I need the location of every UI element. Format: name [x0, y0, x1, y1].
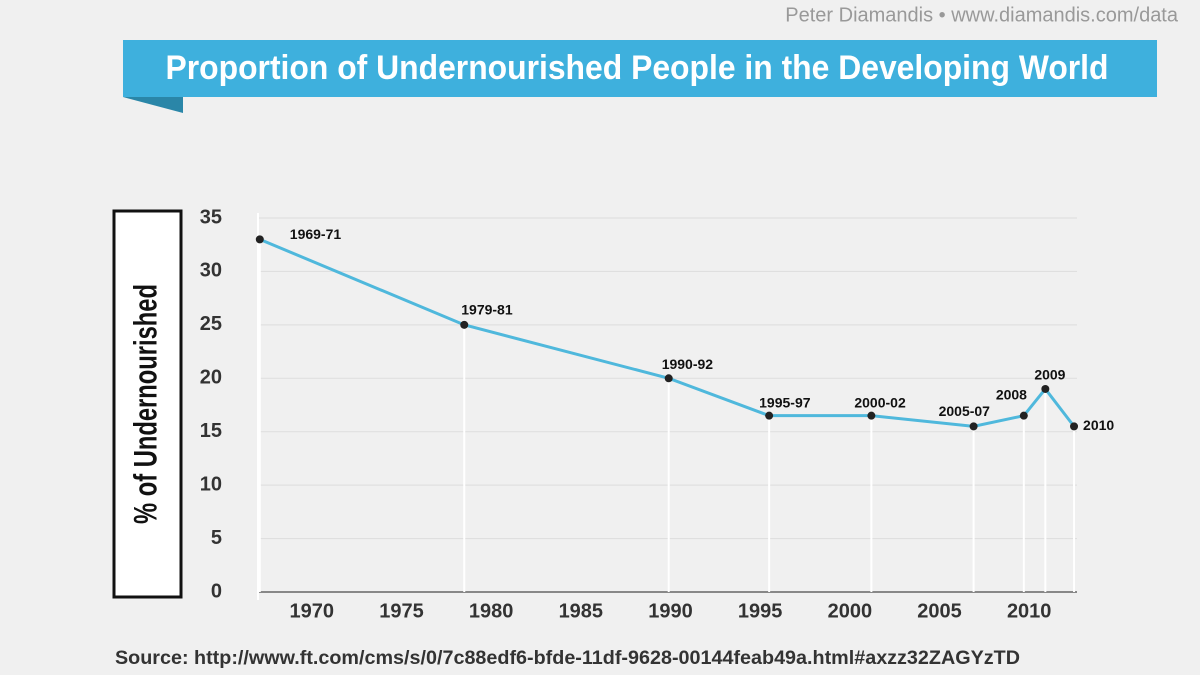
x-tick-label: 2005: [917, 600, 962, 622]
chart-title: Proportion of Undernourished People in t…: [166, 49, 1109, 87]
point-label: 2000-02: [854, 394, 906, 410]
x-tick-label: 2000: [828, 600, 873, 622]
title-banner: [123, 40, 1157, 97]
y-tick-label: 0: [211, 580, 222, 602]
point: [765, 411, 774, 420]
y-tick-label: 10: [200, 473, 222, 495]
x-tick-label: 1995: [738, 600, 783, 622]
x-tick-label: 1970: [290, 600, 335, 622]
point-label: 1990-92: [662, 356, 714, 372]
line: [259, 237, 1076, 428]
point: [1019, 411, 1028, 420]
y-tick-label: 30: [200, 260, 222, 282]
banner-fold: [123, 97, 183, 113]
x-tick-label: 1990: [648, 600, 693, 622]
x-tick-label: 1985: [559, 600, 604, 622]
point-label: 1979-81: [461, 302, 513, 318]
point-label: 1995-97: [759, 394, 811, 410]
point: [1041, 384, 1050, 393]
header: Peter Diamandis • www.diamandis.com/data: [785, 4, 1179, 26]
y-tick-label: 35: [200, 206, 222, 228]
point: [664, 374, 673, 383]
y-tick-label: 5: [211, 527, 222, 549]
source: Source: http://www.ft.com/cms/s/0/7c88ed…: [115, 648, 1020, 669]
point: [460, 320, 469, 329]
x-tick-label: 2010: [1007, 600, 1052, 622]
point-label: 2008: [996, 386, 1027, 402]
y-tick-label: 15: [200, 420, 222, 442]
x-tick-label: 1980: [469, 600, 514, 622]
plot: 0 5 10 15 20 25 30 35 1970 1975 1980 1985 1990 1995 20…: [200, 206, 1115, 622]
point: [969, 422, 978, 431]
y-tick-label: 25: [200, 313, 222, 335]
y-label-box: [112, 209, 183, 599]
point-label: 2010: [1083, 417, 1114, 433]
x-tick-label: 1975: [379, 600, 424, 622]
y-tick-label: 20: [200, 367, 222, 389]
point: [867, 411, 876, 420]
point-label: 2009: [1034, 367, 1065, 383]
point-label: 1969-71: [290, 226, 342, 242]
point-label: 2005-07: [939, 403, 991, 419]
point: [255, 235, 264, 244]
point: [1070, 422, 1079, 431]
y-axis-label: % of Undernourished: [127, 284, 163, 524]
